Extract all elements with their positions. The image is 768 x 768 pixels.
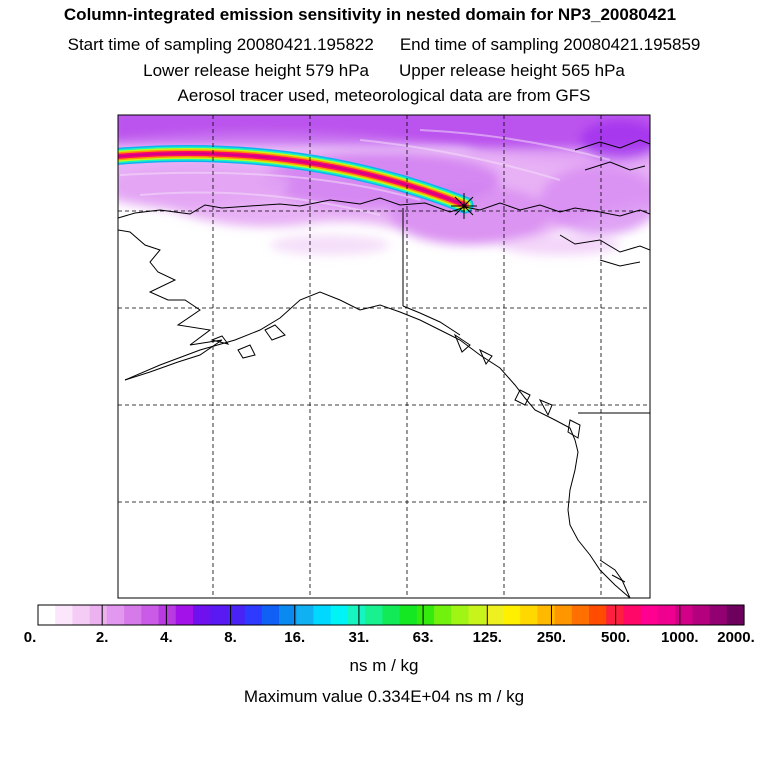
legend-tick-label: 0.	[23, 629, 37, 646]
legend-color-cell	[227, 605, 246, 625]
legend-color-cell	[520, 605, 538, 625]
legend-color-cell	[537, 605, 556, 625]
legend-color-cell	[106, 605, 125, 625]
legend-color-cell	[485, 605, 504, 625]
legend-color-cell	[313, 605, 332, 625]
legend-color-cell	[692, 605, 711, 625]
release-point-marker	[451, 193, 477, 219]
legend-tick-label: 31.	[348, 629, 370, 646]
legend-color-cell	[330, 605, 349, 625]
release-heights: Lower release height 579 hPa Upper releas…	[0, 61, 768, 81]
legend-tick-label: 125.	[472, 629, 502, 646]
map-frame	[117, 114, 651, 599]
legend-tick-label: 1000.	[661, 629, 699, 646]
legend-color-cell	[347, 605, 366, 625]
upper-release-height: Upper release height 565 hPa	[399, 61, 625, 80]
legend-color-cell	[657, 605, 676, 625]
legend-color-cell	[399, 605, 418, 625]
legend-tick-label: 500.	[601, 629, 631, 646]
legend-color-cell	[623, 605, 642, 625]
legend-color-cell	[210, 605, 229, 625]
legend-color-cell	[434, 605, 452, 625]
legend-unit: ns m / kg	[349, 656, 419, 675]
lower-release-height: Lower release height 579 hPa	[143, 61, 369, 80]
legend-color-cell	[709, 605, 728, 625]
legend-color-cell	[55, 605, 74, 625]
legend-color-cell	[589, 605, 607, 625]
legend-tick-label: 250.	[536, 629, 567, 646]
legend-border	[37, 604, 745, 626]
legend-tick-label: 2.	[95, 629, 109, 646]
legend-color-cell	[279, 605, 297, 625]
end-time: End time of sampling 20080421.195859	[399, 35, 701, 54]
legend-tick-label: 63.	[412, 629, 434, 646]
legend-color-cell	[175, 605, 194, 625]
max-value: Maximum value 0.334E+04 ns m / kg	[243, 687, 525, 706]
start-time: Start time of sampling 20080421.195822	[67, 35, 374, 54]
legend-color-cell	[89, 605, 108, 625]
legend-dividers	[101, 605, 681, 625]
lat-lon-grid	[118, 115, 650, 598]
legend-tick-label: 16.	[284, 629, 306, 646]
legend-color-cell	[675, 605, 693, 625]
field-streaks	[119, 129, 611, 216]
sampling-times: Start time of sampling 20080421.195822 En…	[0, 35, 768, 55]
legend-color-cell	[365, 605, 383, 625]
coastlines	[118, 139, 650, 598]
legend-color-cell	[726, 605, 745, 625]
legend-color-cell	[124, 605, 142, 625]
legend-color-cell	[141, 605, 160, 625]
plot-title: Column-integrated emission sensitivity i…	[63, 5, 677, 24]
legend-color-cell	[192, 605, 211, 625]
legend-color-cell	[502, 605, 521, 625]
legend-tick-label: 4.	[160, 629, 173, 646]
legend-color-cell	[554, 605, 573, 625]
legend-color-cell	[261, 605, 280, 625]
legend-color-cell	[296, 605, 315, 625]
legend-color-cell	[382, 605, 401, 625]
color-legend-bar	[38, 605, 745, 625]
legend-color-cell	[244, 605, 263, 625]
legend-color-cell	[38, 605, 56, 625]
legend-tick-label: 2000.	[717, 629, 755, 646]
legend-color-cell	[416, 605, 435, 625]
legend-color-cell	[640, 605, 659, 625]
legend-color-cell	[158, 605, 177, 625]
trajectory-band	[118, 144, 474, 214]
legend-tick-label: 8.	[224, 629, 237, 646]
borders	[402, 208, 650, 414]
legend-color-cell	[468, 605, 487, 625]
legend-color-cell	[571, 605, 590, 625]
legend-color-cell	[72, 605, 91, 625]
info-line: Aerosol tracer used, meteorological data…	[177, 86, 591, 105]
legend-color-cell	[451, 605, 470, 625]
